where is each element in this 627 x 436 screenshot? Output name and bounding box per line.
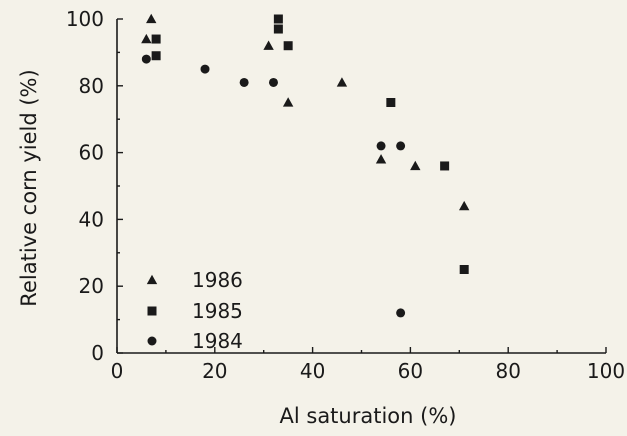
triangle-point [336,77,348,87]
plot-area [116,19,606,354]
series-1986 [141,13,470,211]
square-point [440,161,450,171]
triangle-point [146,13,157,24]
legend: 1986 1985 1984 [146,268,243,353]
square-point [386,98,396,107]
triangle-point [282,97,294,107]
y-tick-label: 60 [79,141,104,165]
x-tick-label: 40 [300,359,325,383]
square-point [151,34,161,44]
triangle-point [410,160,421,171]
circle-point [376,141,386,151]
triangle-point [458,200,470,211]
x-tick-label: 60 [398,359,423,383]
y-axis-title: Relative corn yield (%) [17,69,41,306]
x-tick-label: 0 [111,359,124,383]
legend-item-1984: 1984 [147,329,243,353]
triangle-point [141,33,152,44]
triangle-point [375,154,387,164]
square-point [459,265,469,274]
triangle-point [263,40,274,50]
x-tick-label: 80 [495,359,520,383]
x-axis-ticks: 0 20 40 60 80 100 [111,347,625,383]
x-axis-title: Al saturation (%) [280,404,457,428]
legend-square-marker [147,306,157,316]
series-1984 [141,54,406,318]
legend-circle-marker [147,336,157,346]
y-axis-ticks: 0 20 40 60 80 100 [66,7,123,365]
circle-point [141,54,151,64]
square-point [283,41,293,51]
circle-point [396,141,406,151]
y-tick-label: 40 [79,207,104,231]
y-tick-label: 0 [91,341,104,365]
circle-point [200,64,210,74]
y-tick-label: 20 [79,274,104,298]
data-points [141,13,470,318]
y-tick-label: 80 [79,74,104,98]
square-point [151,51,161,61]
legend-triangle-marker [146,274,158,285]
legend-item-1985: 1985 [147,299,243,323]
series-1985 [151,14,469,274]
legend-label: 1985 [192,299,243,323]
circle-point [239,77,249,87]
legend-item-1986: 1986 [146,268,243,292]
y-tick-label: 100 [66,7,104,31]
square-point [273,24,283,34]
x-tick-label: 100 [587,359,625,383]
circle-point [396,308,406,318]
x-tick-label: 20 [202,359,227,383]
legend-label: 1984 [192,329,243,353]
legend-label: 1986 [192,268,243,292]
square-point [273,14,283,24]
circle-point [268,77,278,87]
